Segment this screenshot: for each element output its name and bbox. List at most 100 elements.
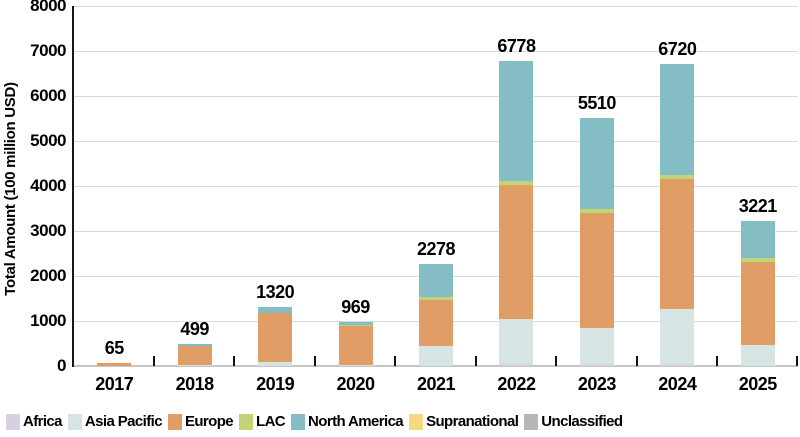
y-tick-label-5000: 5000 — [30, 131, 66, 150]
x-axis-tick — [313, 356, 316, 366]
bar-segment-2017-europe — [97, 363, 132, 366]
bar-total-label: 6778 — [497, 36, 536, 56]
gridline-7000 — [74, 50, 798, 52]
gridline-3000 — [74, 230, 798, 232]
x-tick-label-2017: 2017 — [95, 374, 134, 394]
bar-segment-2020-lac — [338, 324, 373, 327]
bar-total-label: 2278 — [416, 238, 456, 259]
x-axis-tick — [635, 356, 638, 366]
bar-segment-2024-lac — [660, 175, 695, 180]
bar-segment-2024-north-america — [660, 63, 695, 176]
y-tick-label-3000: 3000 — [30, 221, 66, 240]
legend-item-unclassified: Unclassified — [524, 413, 623, 430]
bar-segment-2025-lac — [740, 258, 775, 262]
legend-label: Supranational — [426, 413, 519, 430]
bar-segment-2023-asia-pacific — [579, 328, 614, 365]
legend-item-africa: Africa — [6, 413, 63, 430]
legend-label: North America — [308, 413, 404, 430]
legend-swatch-icon — [239, 413, 254, 430]
x-tick-label-2024: 2024 — [658, 374, 697, 394]
legend-item-supranational: Supranational — [409, 413, 519, 430]
y-tick-label-2000: 2000 — [30, 266, 66, 285]
bar-segment-2019-asia-pacific — [258, 361, 293, 366]
bar-segment-2023-lac — [579, 208, 614, 214]
bar-segment-2021-europe — [419, 299, 453, 347]
bar-segment-2022-north-america — [499, 61, 534, 181]
bar-total-label: 3221 — [738, 196, 778, 217]
bar-segment-2020-north-america — [338, 322, 373, 325]
x-axis-tick — [555, 356, 558, 366]
bar-total-label: 5510 — [577, 93, 617, 114]
bar-segment-2022-europe — [499, 185, 534, 320]
bar-segment-2021-asia-pacific — [419, 346, 453, 366]
legend-item-europe: Europe — [167, 413, 234, 430]
legend-swatch-icon — [291, 413, 306, 430]
bar-segment-2024-africa — [660, 364, 695, 366]
x-tick-label-2025: 2025 — [738, 374, 778, 394]
legend-swatch-icon — [167, 413, 182, 430]
x-axis-tick — [233, 356, 236, 366]
legend-label: Africa — [23, 413, 63, 430]
gridline-5000 — [74, 140, 798, 142]
gridline-8000 — [74, 5, 798, 7]
y-tick-label-7000: 7000 — [30, 41, 66, 60]
legend-label: LAC — [256, 413, 286, 430]
bar-segment-2019-europe — [258, 313, 293, 362]
bar-segment-2024-asia-pacific — [660, 309, 695, 365]
bar-segment-2024-europe — [660, 179, 695, 310]
bar-segment-2023-africa — [579, 364, 614, 366]
bar-segment-2020-asia-pacific — [338, 365, 373, 366]
x-axis-tick — [716, 356, 719, 366]
bar-segment-2018-asia-pacific — [177, 364, 212, 366]
bar-segment-2022-asia-pacific — [499, 319, 534, 365]
bar-segment-2022-africa — [499, 364, 534, 366]
legend-label: Unclassified — [541, 413, 623, 430]
x-tick-label-2021: 2021 — [416, 374, 456, 394]
bar-total-label: 6720 — [658, 38, 697, 59]
legend-swatch-icon — [409, 413, 424, 430]
bar-segment-2019-north-america — [258, 306, 293, 314]
bar-segment-2021-lac — [419, 296, 453, 300]
x-axis-line — [74, 365, 798, 367]
y-tick-label-8000: 8000 — [30, 0, 66, 15]
x-axis-tick — [796, 356, 798, 366]
bar-segment-2021-north-america — [419, 263, 453, 297]
y-tick-label-0: 0 — [57, 356, 66, 375]
bar-segment-2023-north-america — [579, 118, 614, 209]
chart-legend: Africa Asia Pacific Europe LAC North America… — [6, 413, 623, 430]
bar-total-label: 499 — [180, 318, 209, 339]
x-tick-label-2020: 2020 — [336, 374, 376, 394]
legend-item-north-america: North America — [291, 413, 404, 430]
bar-total-label: 1320 — [256, 281, 295, 302]
y-tick-label-4000: 4000 — [30, 176, 66, 195]
bar-segment-2018-north-america — [177, 343, 212, 346]
bar-segment-2025-north-america — [740, 221, 775, 259]
bar-segment-2023-europe — [579, 213, 614, 328]
bar-segment-2022-lac — [499, 180, 534, 186]
x-tick-label-2019: 2019 — [256, 374, 295, 394]
y-tick-label-1000: 1000 — [30, 311, 66, 330]
bar-segment-2018-europe — [177, 345, 212, 365]
gridline-6000 — [74, 95, 798, 97]
bar-total-label: 969 — [341, 297, 370, 318]
y-axis-line — [72, 6, 74, 367]
legend-item-lac: LAC — [239, 413, 286, 430]
bar-segment-2020-europe — [338, 326, 373, 366]
x-axis-tick — [474, 356, 477, 366]
legend-label: Asia Pacific — [84, 413, 163, 430]
x-tick-label-2022: 2022 — [497, 374, 536, 394]
legend-swatch-icon — [6, 413, 20, 430]
legend-label: Europe — [184, 413, 234, 430]
x-tick-label-2018: 2018 — [175, 374, 215, 394]
legend-swatch-icon — [524, 413, 539, 430]
legend-swatch-icon — [67, 413, 82, 430]
y-tick-label-6000: 6000 — [30, 86, 66, 105]
legend-item-asia-pacific: Asia Pacific — [67, 413, 163, 430]
gridline-4000 — [74, 185, 798, 187]
bar-segment-2025-asia-pacific — [740, 345, 775, 366]
bar-segment-2025-europe — [740, 261, 775, 346]
x-axis-tick — [394, 356, 397, 366]
x-axis-tick — [152, 356, 155, 366]
x-tick-label-2023: 2023 — [577, 374, 617, 394]
